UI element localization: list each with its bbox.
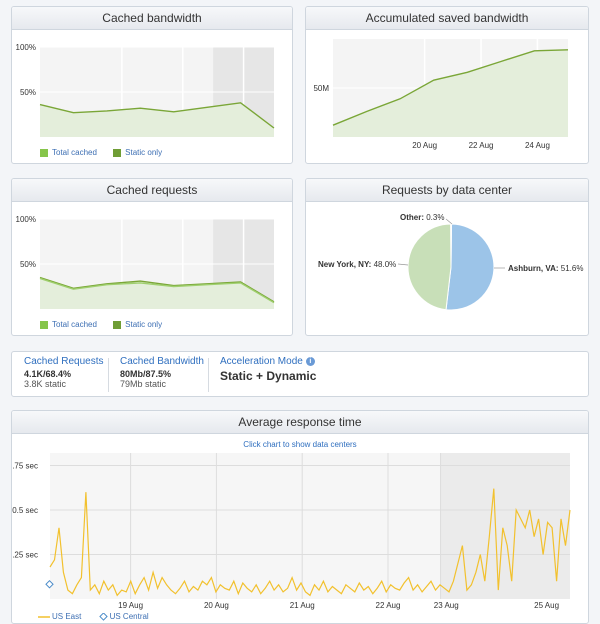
x-tick-label: 25 Aug	[534, 601, 559, 610]
pie-label-ashburn: Ashburn, VA: 51.6%	[508, 264, 583, 273]
requests-by-dc-title: Requests by data center	[306, 179, 588, 202]
divider	[108, 358, 109, 392]
pie-slice-ashburn[interactable]	[445, 223, 495, 311]
y-tick-label: 0.25 sec	[12, 550, 38, 559]
stat-cached-requests-value: 4.1K/68.4%	[24, 369, 72, 379]
pie-leader-line	[445, 218, 453, 225]
legend-total-cached[interactable]: Total cached	[40, 148, 97, 157]
y-tick-label: 50%	[20, 260, 36, 269]
response-time-panel: Average response time Click chart to sho…	[11, 410, 589, 624]
accumulated-bandwidth-chart[interactable]: 50M 20 Aug 22 Aug 24 Aug	[306, 31, 588, 151]
y-tick-label: 100%	[16, 43, 36, 52]
stat-acceleration-title[interactable]: Acceleration Mode i	[220, 356, 316, 367]
stat-cached-requests: Cached Requests 4.1K/68.4% 3.8K static	[24, 356, 104, 389]
us-central-marker	[45, 580, 54, 589]
weekend-band	[440, 453, 570, 599]
pie-label-ny: New York, NY: 48.0%	[318, 260, 396, 269]
series-line-us-east	[49, 488, 571, 597]
legend-static-only[interactable]: Static only	[113, 320, 162, 329]
stat-cached-requests-static: 3.8K static	[24, 379, 67, 389]
cached-bandwidth-title: Cached bandwidth	[12, 7, 292, 30]
x-tick-label: 21 Aug	[290, 601, 315, 610]
stat-acceleration-value: Static + Dynamic	[220, 369, 317, 383]
y-tick-label: 0.75 sec	[12, 461, 38, 470]
stat-acceleration: Acceleration Mode i Static + Dynamic	[220, 356, 316, 383]
requests-by-dc-panel: Requests by data center Other: 0.3% New …	[305, 178, 589, 336]
accumulated-bandwidth-title: Accumulated saved bandwidth	[306, 7, 588, 30]
stats-bar: Cached Requests 4.1K/68.4% 3.8K static C…	[11, 351, 589, 397]
stat-cached-bandwidth: Cached Bandwidth 80Mb/87.5% 79Mb static	[120, 356, 204, 389]
stat-cached-requests-title[interactable]: Cached Requests	[24, 356, 104, 367]
stat-cached-bandwidth-value: 80Mb/87.5%	[120, 369, 172, 379]
x-tick-label: 20 Aug	[412, 141, 437, 150]
legend-us-east[interactable]: US East	[38, 612, 82, 621]
cached-requests-title: Cached requests	[12, 179, 292, 202]
x-tick-label: 20 Aug	[204, 601, 229, 610]
y-tick-label: 100%	[16, 215, 36, 224]
series-line	[332, 49, 569, 126]
info-icon[interactable]: i	[305, 356, 315, 366]
cached-requests-legend: Total cached Static only	[40, 320, 176, 331]
x-tick-label: 22 Aug	[376, 601, 401, 610]
response-time-chart[interactable]: 0.75 sec 0.5 sec 0.25 sec 19 Aug 20 Aug 21 Au…	[12, 451, 588, 611]
series-area	[333, 49, 568, 137]
series-area	[40, 102, 274, 137]
series-line	[39, 277, 275, 304]
accumulated-bandwidth-panel: Accumulated saved bandwidth 50M 20 Aug 22 …	[305, 6, 589, 164]
legend-us-central[interactable]: US Central	[98, 612, 149, 621]
pie-label-other: Other: 0.3%	[400, 213, 444, 222]
y-tick-label: 50M	[313, 84, 329, 93]
x-tick-label: 24 Aug	[525, 141, 550, 150]
series-line	[39, 102, 275, 129]
pie-slice-new-york[interactable]	[407, 223, 452, 311]
x-tick-label: 22 Aug	[469, 141, 494, 150]
cached-bandwidth-legend: Total cached Static only	[40, 148, 176, 159]
response-time-legend: US East US Central	[38, 612, 163, 623]
x-tick-label: 23 Aug	[434, 601, 459, 610]
pie-slice-other[interactable]	[450, 223, 453, 268]
series-line	[39, 276, 275, 303]
x-tick-label: 19 Aug	[118, 601, 143, 610]
y-tick-label: 50%	[20, 88, 36, 97]
divider	[208, 358, 209, 392]
response-time-hint[interactable]: Click chart to show data centers	[243, 440, 357, 449]
pie-leader-line	[397, 263, 409, 266]
stat-cached-bandwidth-static: 79Mb static	[120, 379, 167, 389]
legend-total-cached[interactable]: Total cached	[40, 320, 97, 329]
stat-cached-bandwidth-title[interactable]: Cached Bandwidth	[120, 356, 204, 367]
legend-static-only[interactable]: Static only	[113, 148, 162, 157]
response-time-title: Average response time	[12, 411, 588, 434]
y-tick-label: 0.5 sec	[12, 506, 38, 515]
requests-by-dc-pie[interactable]: Other: 0.3% New York, NY: 48.0% Ashburn,…	[306, 203, 588, 333]
